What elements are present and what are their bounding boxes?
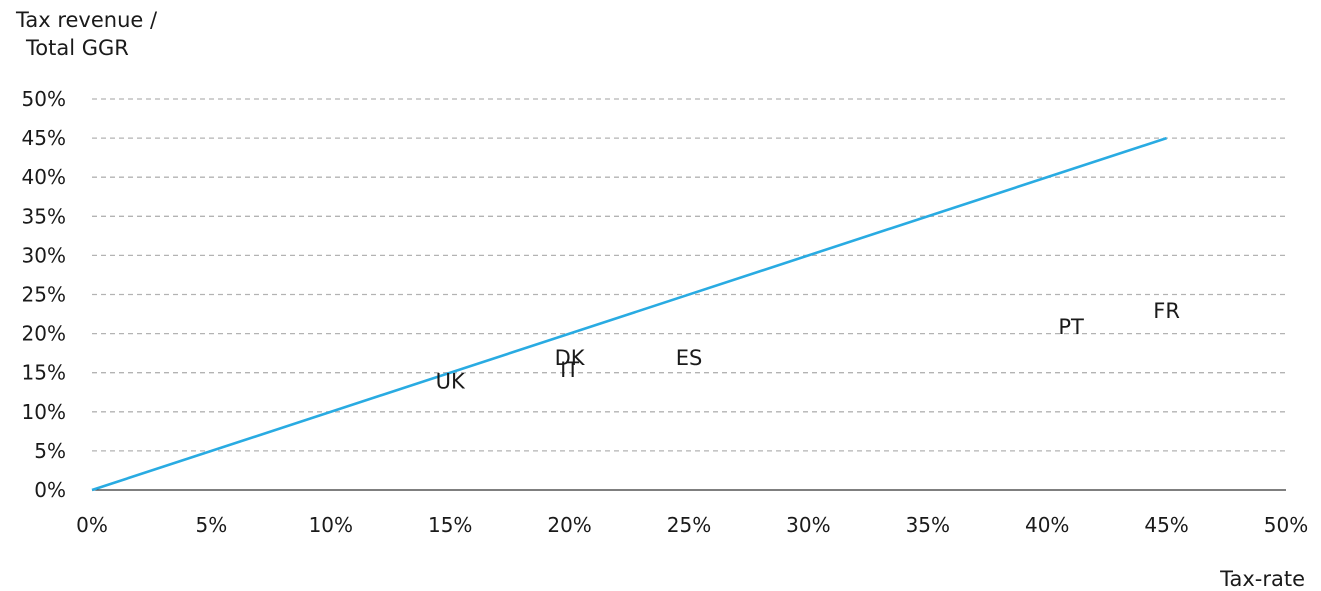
y-tick-label: 30% [22,243,66,267]
y-tick-label: 45% [22,126,66,150]
x-tick-label: 5% [196,513,228,537]
y-tick-label: 5% [34,439,66,463]
x-tick-label: 40% [1025,513,1069,537]
x-tick-label: 20% [547,513,591,537]
point-label-uk: UK [436,370,466,394]
point-label-pt: PT [1058,315,1084,339]
x-tick-label: 25% [667,513,711,537]
x-tick-label: 35% [906,513,950,537]
x-tick-label: 10% [309,513,353,537]
point-label-fr: FR [1153,299,1180,323]
y-tick-label: 20% [22,322,66,346]
y-axis-title: Tax revenue / Total GGR [16,6,157,62]
x-tick-label: 50% [1264,513,1308,537]
y-tick-label: 10% [22,400,66,424]
y-tick-label: 40% [22,165,66,189]
x-tick-label: 30% [786,513,830,537]
x-axis-title: Tax-rate [1220,567,1305,591]
point-label-it: IT [560,358,579,382]
y-tick-label: 25% [22,283,66,307]
point-label-es: ES [676,346,703,370]
y-tick-label: 35% [22,204,66,228]
x-tick-label: 15% [428,513,472,537]
y-tick-label: 15% [22,361,66,385]
y-axis-title-line-2: Total GGR [26,36,129,60]
y-tick-label: 0% [34,478,66,502]
x-tick-label: 0% [76,513,108,537]
reference-line [91,136,1168,492]
x-tick-label: 45% [1144,513,1188,537]
y-axis-title-line-1: Tax revenue / [16,8,158,32]
point-label-dk: DK [555,346,586,370]
y-tick-label: 50% [22,87,66,111]
